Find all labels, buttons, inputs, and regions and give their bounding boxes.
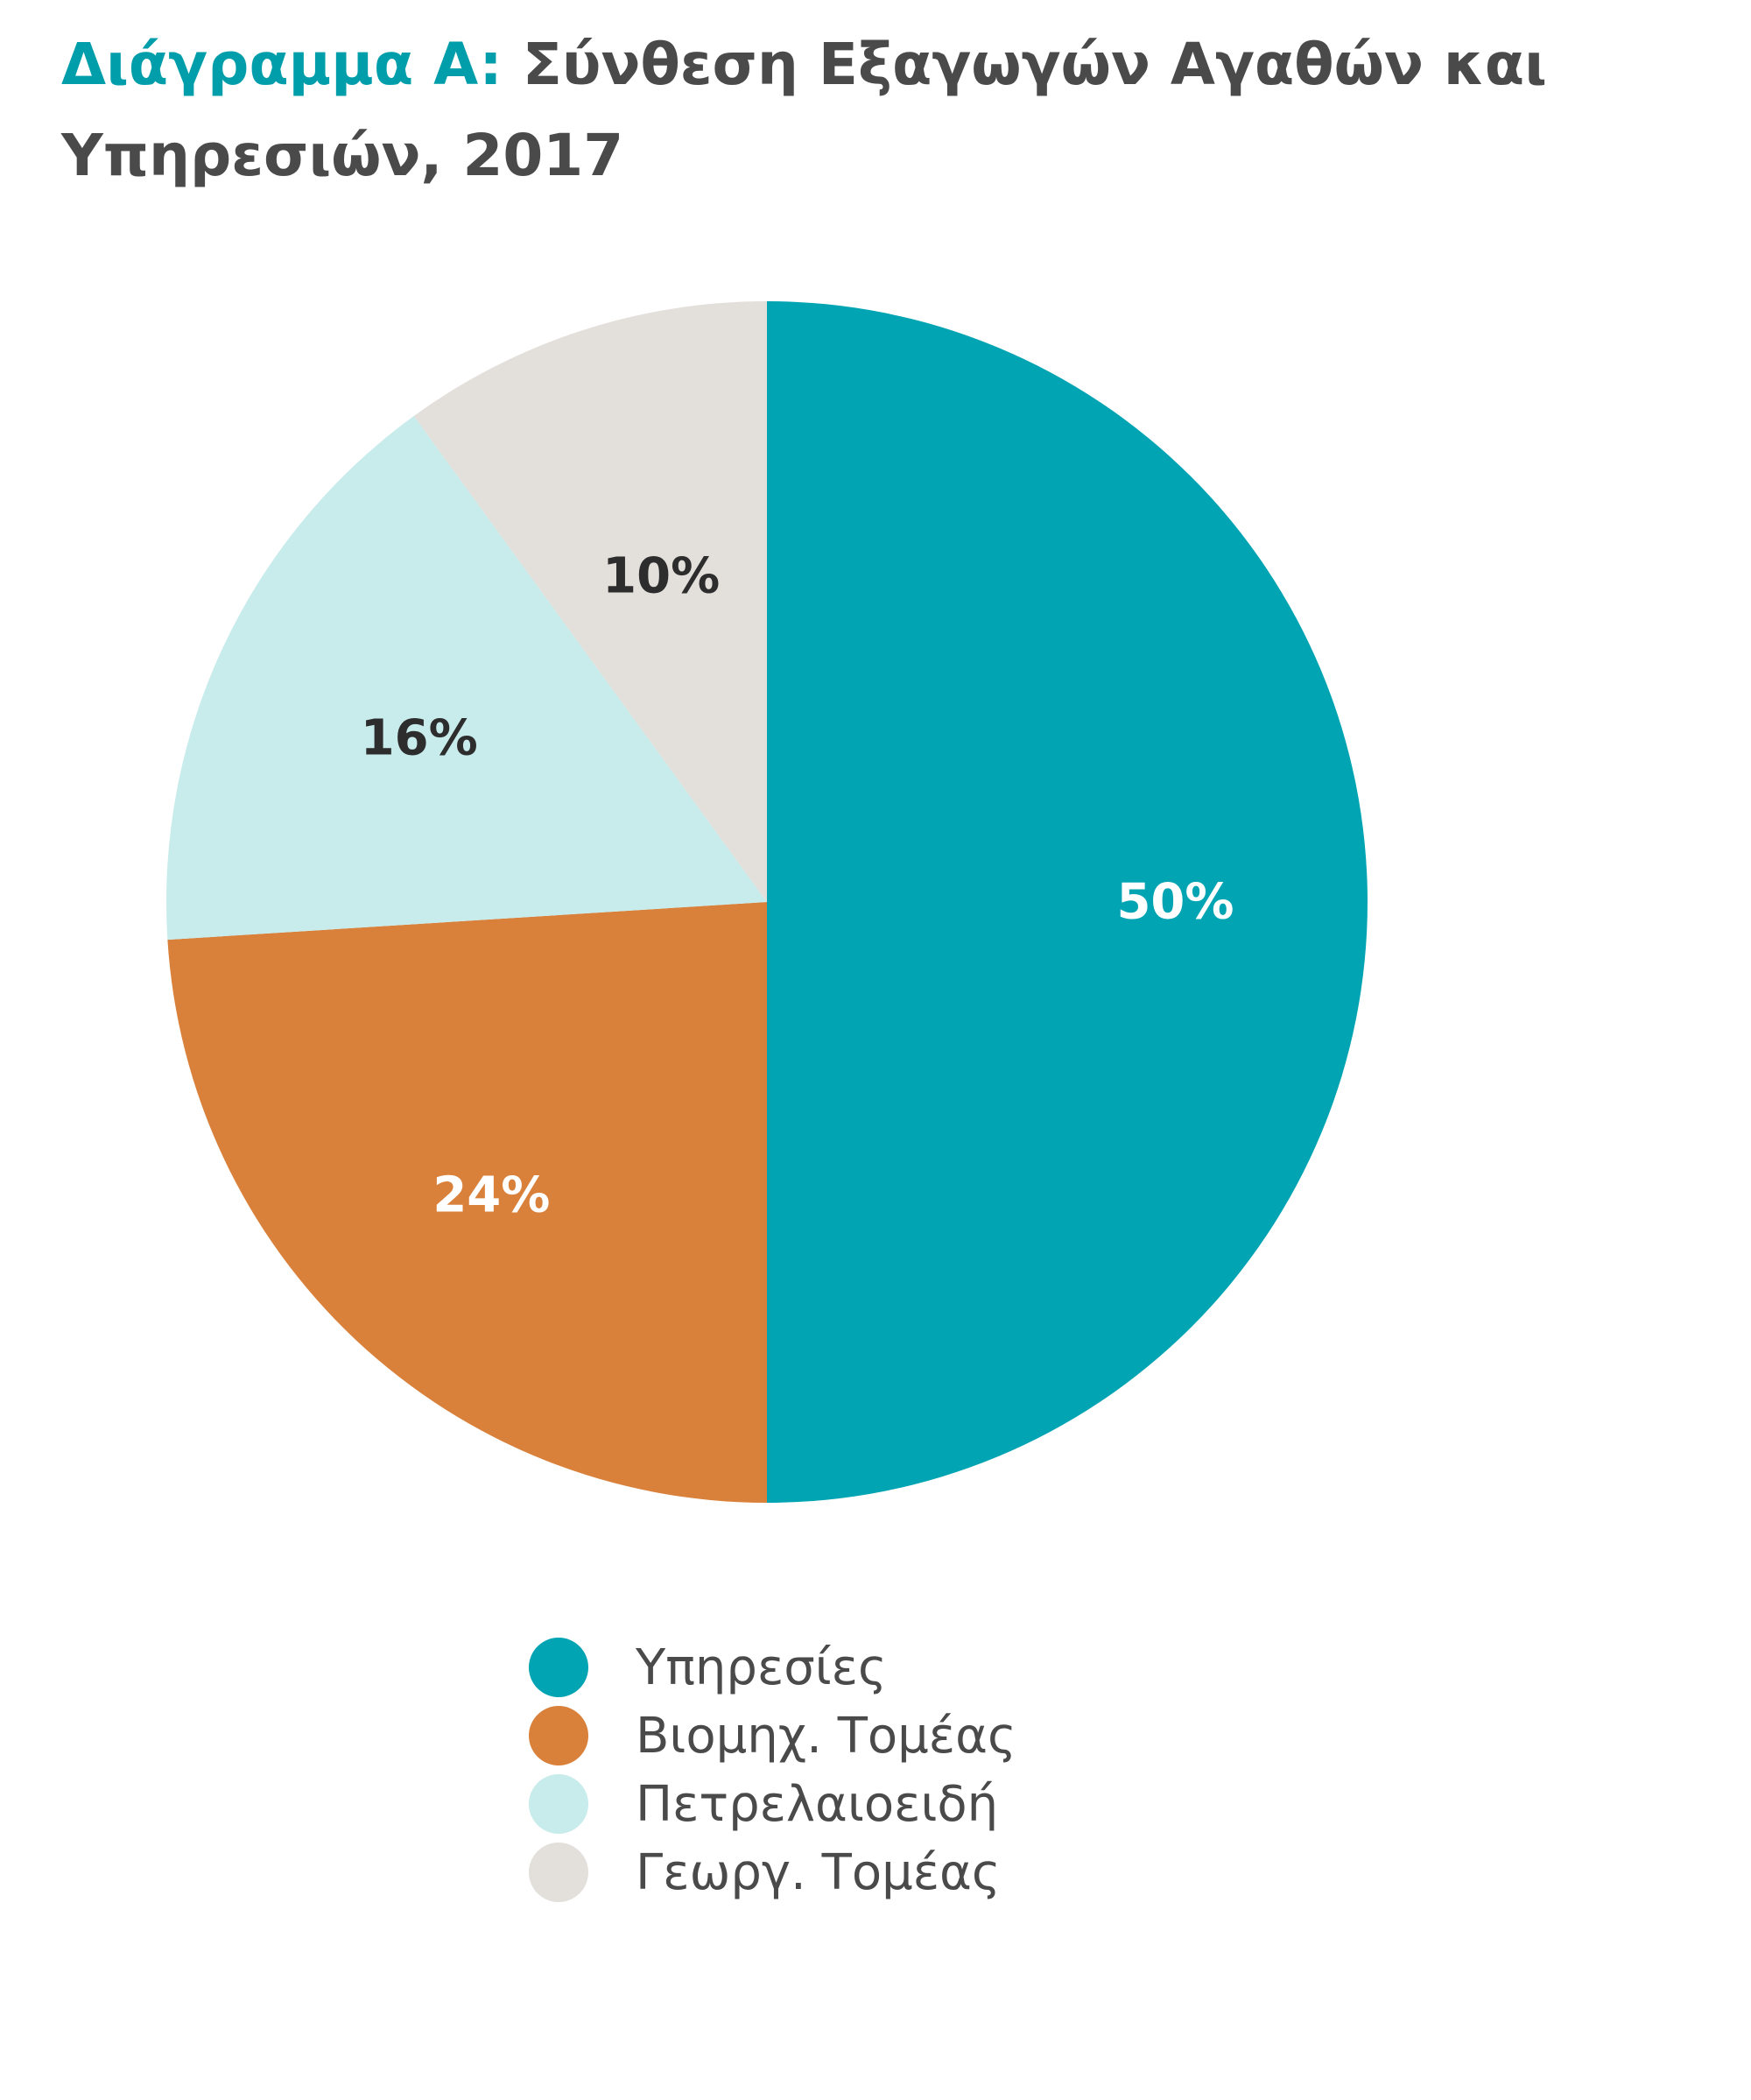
pie-slice-4	[413, 301, 767, 902]
legend-label: Γεωργ. Τομέας	[636, 1843, 1001, 1901]
legend-label: Υπηρεσίες	[636, 1638, 887, 1696]
slice-value-label-1: 50%	[1116, 874, 1234, 931]
chart-title: Διάγραμμα A: Σύνθεση Εξαγωγών Αγαθών και…	[61, 19, 1707, 201]
legend-swatch	[529, 1706, 588, 1765]
legend-label: Πετρελαιοειδή	[636, 1775, 999, 1833]
legend-item: Πετρελαιοειδή	[529, 1770, 1016, 1838]
slice-value-label-3: 16%	[361, 710, 478, 767]
chart-title-prefix: Διάγραμμα A:	[61, 31, 503, 98]
slice-value-label-2: 24%	[432, 1167, 550, 1224]
legend-label: Βιομηχ. Τομέας	[636, 1707, 1016, 1765]
legend-swatch	[529, 1774, 588, 1834]
legend-item: Γεωργ. Τομέας	[529, 1838, 1016, 1906]
legend-swatch	[529, 1843, 588, 1902]
slice-value-label-4: 10%	[602, 548, 720, 605]
pie-slice-2	[167, 902, 768, 1503]
pie-slice-1	[767, 301, 1368, 1503]
chart-title-text: Σύνθεση Εξαγωγών Αγαθών και Υπηρεσιών, 2…	[61, 31, 1547, 189]
legend-swatch	[529, 1638, 588, 1697]
legend-item: Βιομηχ. Τομέας	[529, 1702, 1016, 1770]
pie-slice-3	[165, 416, 767, 941]
legend-item: Υπηρεσίες	[529, 1633, 1016, 1702]
chart-legend: Υπηρεσίες Βιομηχ. Τομέας Πετρελαιοειδή Γεωρ…	[529, 1633, 1016, 1906]
